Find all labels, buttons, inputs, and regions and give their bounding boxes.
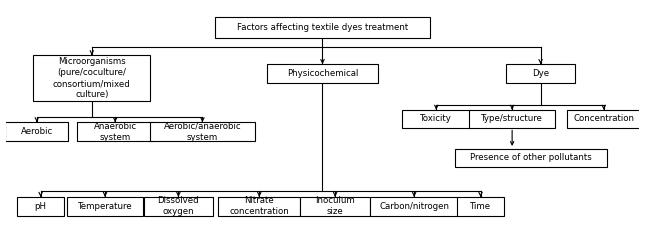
Text: pH: pH bbox=[35, 202, 46, 211]
Text: Dissolved
oxygen: Dissolved oxygen bbox=[157, 196, 199, 216]
FancyBboxPatch shape bbox=[150, 122, 255, 141]
Text: Time: Time bbox=[470, 202, 491, 211]
FancyBboxPatch shape bbox=[568, 110, 640, 128]
FancyBboxPatch shape bbox=[215, 17, 430, 38]
FancyBboxPatch shape bbox=[144, 197, 213, 216]
Text: Type/structure: Type/structure bbox=[481, 114, 543, 123]
Text: Inoculum
size: Inoculum size bbox=[315, 196, 355, 216]
Text: Temperature: Temperature bbox=[78, 202, 132, 211]
Text: Anaerobic
system: Anaerobic system bbox=[94, 122, 137, 142]
Text: Aerobic/anaerobic
system: Aerobic/anaerobic system bbox=[164, 122, 241, 142]
Text: Nitrate
concentration: Nitrate concentration bbox=[230, 196, 289, 216]
Text: Toxicity: Toxicity bbox=[421, 114, 452, 123]
FancyBboxPatch shape bbox=[457, 197, 504, 216]
FancyBboxPatch shape bbox=[34, 55, 150, 101]
FancyBboxPatch shape bbox=[267, 64, 378, 83]
FancyBboxPatch shape bbox=[455, 149, 607, 167]
FancyBboxPatch shape bbox=[67, 197, 143, 216]
FancyBboxPatch shape bbox=[77, 122, 153, 141]
FancyBboxPatch shape bbox=[5, 122, 68, 141]
FancyBboxPatch shape bbox=[370, 197, 459, 216]
FancyBboxPatch shape bbox=[17, 197, 64, 216]
Text: Dye: Dye bbox=[532, 69, 549, 78]
Text: Microorganisms
(pure/coculture/
consortium/mixed
culture): Microorganisms (pure/coculture/ consorti… bbox=[53, 57, 131, 99]
FancyBboxPatch shape bbox=[470, 110, 555, 128]
Text: Factors affecting textile dyes treatment: Factors affecting textile dyes treatment bbox=[237, 23, 408, 32]
Text: Physicochemical: Physicochemical bbox=[287, 69, 358, 78]
FancyBboxPatch shape bbox=[401, 110, 471, 128]
FancyBboxPatch shape bbox=[506, 64, 575, 83]
Text: Concentration: Concentration bbox=[573, 114, 634, 123]
FancyBboxPatch shape bbox=[218, 197, 301, 216]
FancyBboxPatch shape bbox=[301, 197, 370, 216]
Text: Presence of other pollutants: Presence of other pollutants bbox=[470, 153, 592, 162]
Text: Carbon/nitrogen: Carbon/nitrogen bbox=[379, 202, 449, 211]
Text: Aerobic: Aerobic bbox=[21, 127, 53, 136]
